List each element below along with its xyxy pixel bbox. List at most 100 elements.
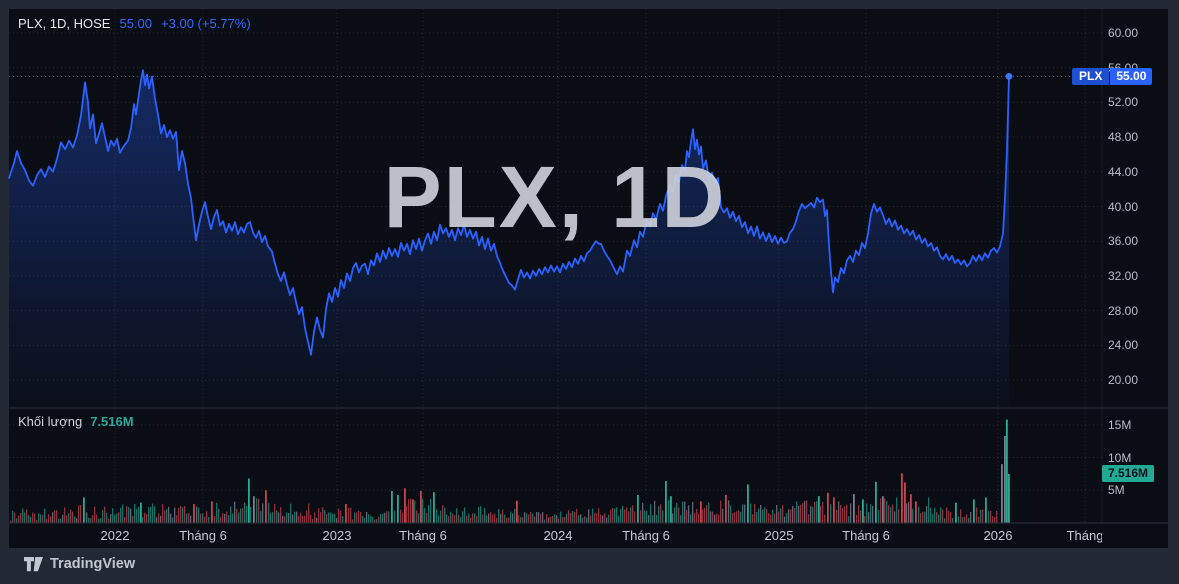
volume-bar (340, 510, 342, 523)
last-price: 55.00 (119, 16, 153, 31)
volume-bar (168, 506, 170, 523)
volume-bar (426, 512, 428, 523)
tradingview-attribution[interactable]: TradingView (24, 556, 135, 572)
volume-bar (142, 517, 144, 523)
volume-bar (566, 513, 568, 523)
time-axis[interactable]: 2022 Tháng 6 2023 Tháng 6 2024 Tháng 6 2025 Thá… (9, 523, 1102, 548)
volume-bar (532, 513, 534, 523)
volume-bar (286, 512, 288, 523)
volume-bar (774, 513, 776, 523)
volume-bar (538, 512, 540, 523)
volume-bar (14, 512, 16, 523)
volume-bar (444, 507, 446, 523)
volume-bar (182, 507, 184, 523)
volume-bar-spike (211, 501, 213, 523)
volume-bar (712, 511, 714, 523)
volume-bar (478, 506, 480, 523)
volume-bar (336, 518, 338, 523)
volume-bar (786, 513, 788, 523)
volume-bar (890, 507, 892, 523)
volume-bar (28, 515, 30, 523)
volume-bar (608, 514, 610, 523)
volume-bar-spike (637, 494, 639, 523)
volume-bar-spike (985, 497, 987, 523)
volume-bar (186, 513, 188, 523)
volume-bar (122, 504, 124, 523)
volume-bar (958, 516, 960, 523)
volume-bar (244, 502, 246, 523)
volume-bar (968, 517, 970, 523)
volume-bar (606, 517, 608, 523)
volume-bar (756, 512, 758, 523)
volume-bar (170, 513, 172, 523)
volume-bar (718, 514, 720, 523)
volume-bar (124, 517, 126, 523)
volume-bar-spike (875, 481, 877, 523)
volume-bar (246, 506, 248, 523)
volume-bar (600, 514, 602, 523)
volume-legend[interactable]: Khối lượng 7.516M (18, 414, 134, 429)
volume-bar (362, 515, 364, 523)
volume-bar (148, 507, 150, 523)
volume-bar (464, 507, 466, 523)
volume-bar (800, 504, 802, 523)
volume-bar (824, 514, 826, 523)
volume-bar (808, 514, 810, 523)
volume-bar-spike (1006, 419, 1008, 523)
volume-bar (202, 513, 204, 523)
volume-bar (672, 513, 674, 523)
volume-bar (348, 508, 350, 523)
volume-bar (42, 515, 44, 523)
volume-bar-spike (412, 499, 414, 523)
volume-bar (342, 516, 344, 523)
volume-bar (490, 512, 492, 523)
volume-bar (258, 498, 260, 523)
volume-bar (44, 508, 46, 523)
volume-bar (798, 505, 800, 523)
volume-bar (360, 512, 362, 523)
volume-bar-spike (853, 494, 855, 523)
volume-bar (856, 515, 858, 523)
volume-bar (452, 513, 454, 523)
volume-bar-spike (904, 482, 906, 523)
volume-bar (136, 508, 138, 523)
volume-bar (216, 502, 218, 523)
volume-bar (330, 512, 332, 523)
time-axis-label: Tháng 6 (622, 528, 670, 543)
volume-bar (34, 513, 36, 523)
time-axis-label: Tháng 6 (399, 528, 447, 543)
volume-bar (200, 513, 202, 523)
volume-bar (270, 513, 272, 523)
volume-bar (716, 513, 718, 523)
volume-bar (610, 509, 612, 523)
volume-bar (226, 511, 228, 523)
volume-bar (160, 515, 162, 523)
volume-bar (776, 505, 778, 523)
volume-bar (906, 503, 908, 523)
volume-bar (36, 520, 38, 523)
volume-bar (156, 517, 158, 523)
volume-bar (442, 505, 444, 523)
volume-bar (836, 509, 838, 523)
volume-bar (938, 514, 940, 523)
volume-bar (562, 517, 564, 523)
volume-bar (276, 510, 278, 523)
volume-bar-spike (83, 497, 85, 523)
volume-bar (782, 505, 784, 523)
volume-bar (406, 506, 408, 523)
volume-bar-spike (140, 502, 142, 523)
volume-bar (892, 504, 894, 523)
volume-bar (278, 512, 280, 523)
volume-bar (470, 517, 472, 523)
symbol-legend[interactable]: PLX, 1D, HOSE 55.00 +3.00 (+5.77%) (18, 16, 251, 31)
volume-bar (886, 500, 888, 523)
volume-bar (224, 513, 226, 523)
volume-bar (752, 514, 754, 523)
volume-bar (580, 514, 582, 523)
volume-bar (438, 515, 440, 523)
volume-bar (514, 508, 516, 523)
volume-bar (220, 517, 222, 523)
volume-bar (90, 517, 92, 523)
volume-bar (644, 510, 646, 523)
